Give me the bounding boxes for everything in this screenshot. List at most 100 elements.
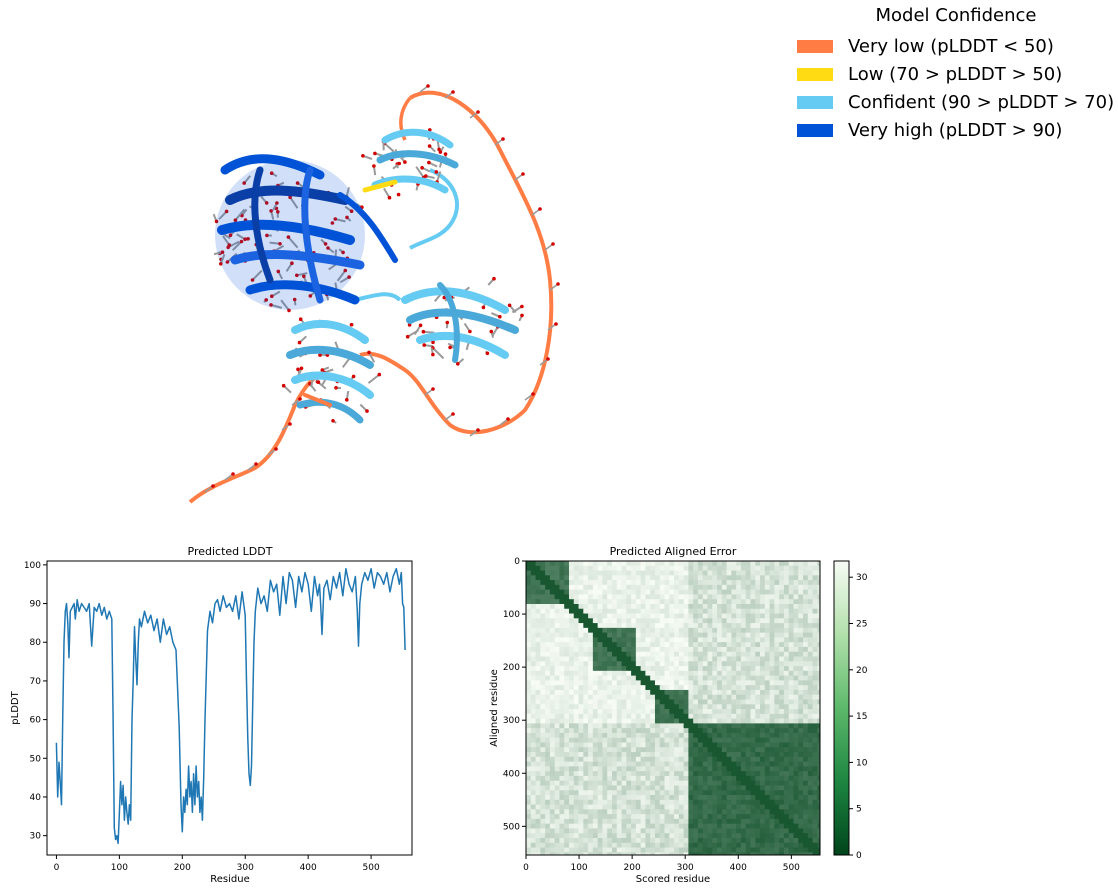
heatmap-cell: [664, 723, 670, 729]
heatmap-cell: [645, 852, 651, 855]
heatmap-cell: [635, 747, 642, 753]
heatmap-cell: [807, 728, 814, 734]
heatmap-cell: [707, 823, 713, 830]
heatmap-cell: [678, 608, 685, 615]
heatmap-cell: [540, 804, 546, 810]
sidechain-atom: [421, 329, 426, 334]
heatmap-cell: [745, 689, 752, 696]
heatmap-cell: [654, 699, 661, 705]
heatmap-cell: [635, 771, 642, 777]
heatmap-cell: [764, 785, 771, 791]
heatmap-cell: [793, 608, 799, 615]
heatmap-cell: [750, 699, 756, 705]
heatmap-cell: [611, 828, 618, 834]
heatmap-cell: [683, 785, 689, 791]
heatmap-cell: [621, 632, 627, 639]
heatmap-cell: [693, 599, 699, 605]
heatmap-cell: [764, 838, 771, 844]
heatmap-cell: [654, 809, 661, 815]
heatmap-cell: [640, 833, 647, 839]
heatmap-cell: [812, 589, 818, 596]
heatmap-cell: [669, 852, 675, 855]
heatmap-cell: [559, 627, 565, 634]
heatmap-cell: [736, 809, 742, 815]
heatmap-cell: [578, 685, 584, 691]
heatmap-cell: [807, 670, 814, 677]
heatmap-cell: [812, 651, 818, 658]
heatmap-cell: [769, 852, 775, 855]
heatmap-cell: [659, 580, 666, 586]
heatmap-cell: [702, 632, 709, 639]
heatmap-cell: [564, 852, 570, 855]
heatmap-cell: [659, 828, 666, 834]
heatmap-cell: [611, 589, 618, 596]
heatmap-cell: [803, 603, 809, 610]
heatmap-cell: [578, 689, 584, 696]
heatmap-cell: [674, 785, 680, 791]
heatmap-cell: [798, 838, 804, 844]
heatmap-cell: [697, 747, 704, 753]
heatmap-cell: [526, 838, 532, 844]
heatmap-cell: [540, 737, 546, 744]
heatmap-cell: [535, 718, 541, 724]
heatmap-cell: [607, 747, 613, 753]
heatmap-cell: [760, 728, 766, 734]
heatmap-cell: [583, 713, 589, 720]
heatmap-cell: [812, 823, 818, 830]
heatmap-cell: [750, 785, 756, 791]
heatmap-cell: [803, 632, 809, 639]
heatmap-cell: [583, 570, 589, 576]
heatmap-cell: [807, 809, 814, 815]
heatmap-cell: [774, 661, 780, 667]
heatmap-cell: [678, 742, 685, 748]
heatmap-cell: [683, 608, 689, 615]
heatmap-cell: [564, 761, 570, 767]
heatmap-cell: [726, 584, 732, 591]
heatmap-cell: [736, 823, 742, 830]
heatmap-cell: [540, 632, 546, 639]
heatmap-cell: [650, 661, 656, 667]
heatmap-cell: [798, 785, 804, 791]
heatmap-cell: [774, 723, 780, 729]
heatmap-cell: [654, 661, 661, 667]
heatmap-cell: [573, 613, 580, 619]
heatmap-cell: [674, 742, 680, 748]
heatmap-cell: [602, 627, 608, 634]
heatmap-cell: [588, 775, 594, 782]
heatmap-cell: [583, 742, 589, 748]
heatmap-cell: [793, 561, 799, 567]
sidechain-atom: [501, 137, 505, 141]
heatmap-cell: [688, 833, 694, 839]
heatmap-cell: [607, 613, 613, 619]
heatmap-cell: [549, 823, 556, 830]
heatmap-cell: [721, 761, 728, 767]
sidechain-stick: [423, 330, 435, 334]
heatmap-cell: [578, 766, 584, 772]
heatmap-cell: [798, 651, 804, 658]
heatmap-cell: [783, 709, 790, 715]
heatmap-cell: [779, 799, 785, 806]
sidechain-atom: [214, 219, 219, 224]
heatmap-cell: [568, 584, 575, 591]
heatmap-cell: [674, 790, 680, 796]
heatmap-cell: [545, 627, 551, 634]
heatmap-cell: [683, 766, 689, 772]
heatmap-cell: [564, 651, 570, 658]
heatmap-cell: [674, 632, 680, 639]
heatmap-cell: [626, 838, 632, 844]
heatmap-cell: [697, 651, 704, 658]
heatmap-cell: [578, 732, 584, 739]
heatmap-cell: [621, 646, 627, 653]
heatmap-cell: [683, 847, 689, 853]
heatmap-cell: [697, 704, 704, 710]
heatmap-cell: [793, 795, 799, 801]
heatmap-cell: [616, 632, 623, 639]
heatmap-cell: [807, 852, 814, 855]
heatmap-cell: [807, 661, 814, 667]
heatmap-cell: [650, 613, 656, 619]
heatmap-cell: [683, 575, 689, 581]
heatmap-cell: [549, 718, 556, 724]
heatmap-cell: [659, 833, 666, 839]
heatmap-cell: [559, 575, 565, 581]
heatmap-cell: [774, 670, 780, 677]
